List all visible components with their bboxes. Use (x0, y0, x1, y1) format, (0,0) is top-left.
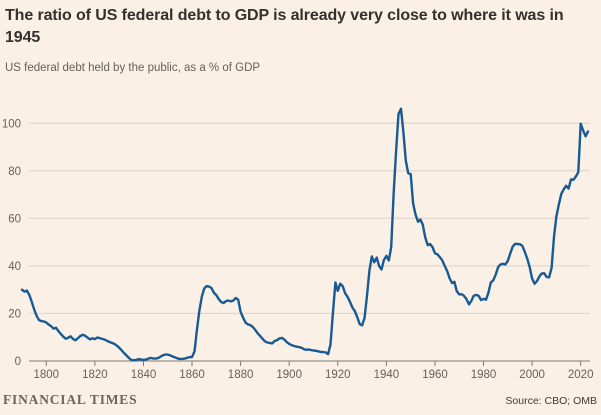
chart-subtitle: US federal debt held by the public, as a… (5, 62, 261, 74)
x-tick-label: 2020 (568, 369, 594, 381)
y-tick-label: 0 (15, 356, 21, 368)
y-tick-label: 80 (8, 166, 21, 178)
plot-svg: 0 20 40 60 80 100 1800 1820 1840 1860 1880 1900 1920… (2, 107, 594, 381)
x-tick-label: 1820 (82, 369, 108, 381)
x-tick-label: 1880 (228, 369, 254, 381)
debt-gdp-data-line (20, 107, 590, 362)
y-tick-label: 20 (8, 308, 21, 320)
x-tick-label: 1840 (131, 369, 157, 381)
x-tick-label: 1980 (471, 369, 497, 381)
y-tick-label: 40 (8, 261, 21, 273)
x-tick-label: 1900 (276, 369, 302, 381)
x-tick-label: 1960 (422, 369, 448, 381)
x-tick-label: 1920 (325, 369, 351, 381)
x-tick-label: 1940 (374, 369, 400, 381)
x-tick-label: 1800 (34, 369, 60, 381)
y-tick-label: 60 (8, 213, 21, 225)
x-tick-label: 1860 (179, 369, 205, 381)
chart-title: The ratio of US federal debt to GDP is a… (5, 7, 564, 46)
x-tick-label: 2000 (519, 369, 545, 381)
source-note: Source: CBO; OMB (505, 395, 597, 407)
y-tick-label: 100 (2, 118, 21, 130)
financial-times-logo: FINANCIAL TIMES (3, 392, 138, 407)
debt-gdp-line-chart: 0 20 40 60 80 100 1800 1820 1840 1860 1880 1900 1920… (0, 90, 601, 385)
